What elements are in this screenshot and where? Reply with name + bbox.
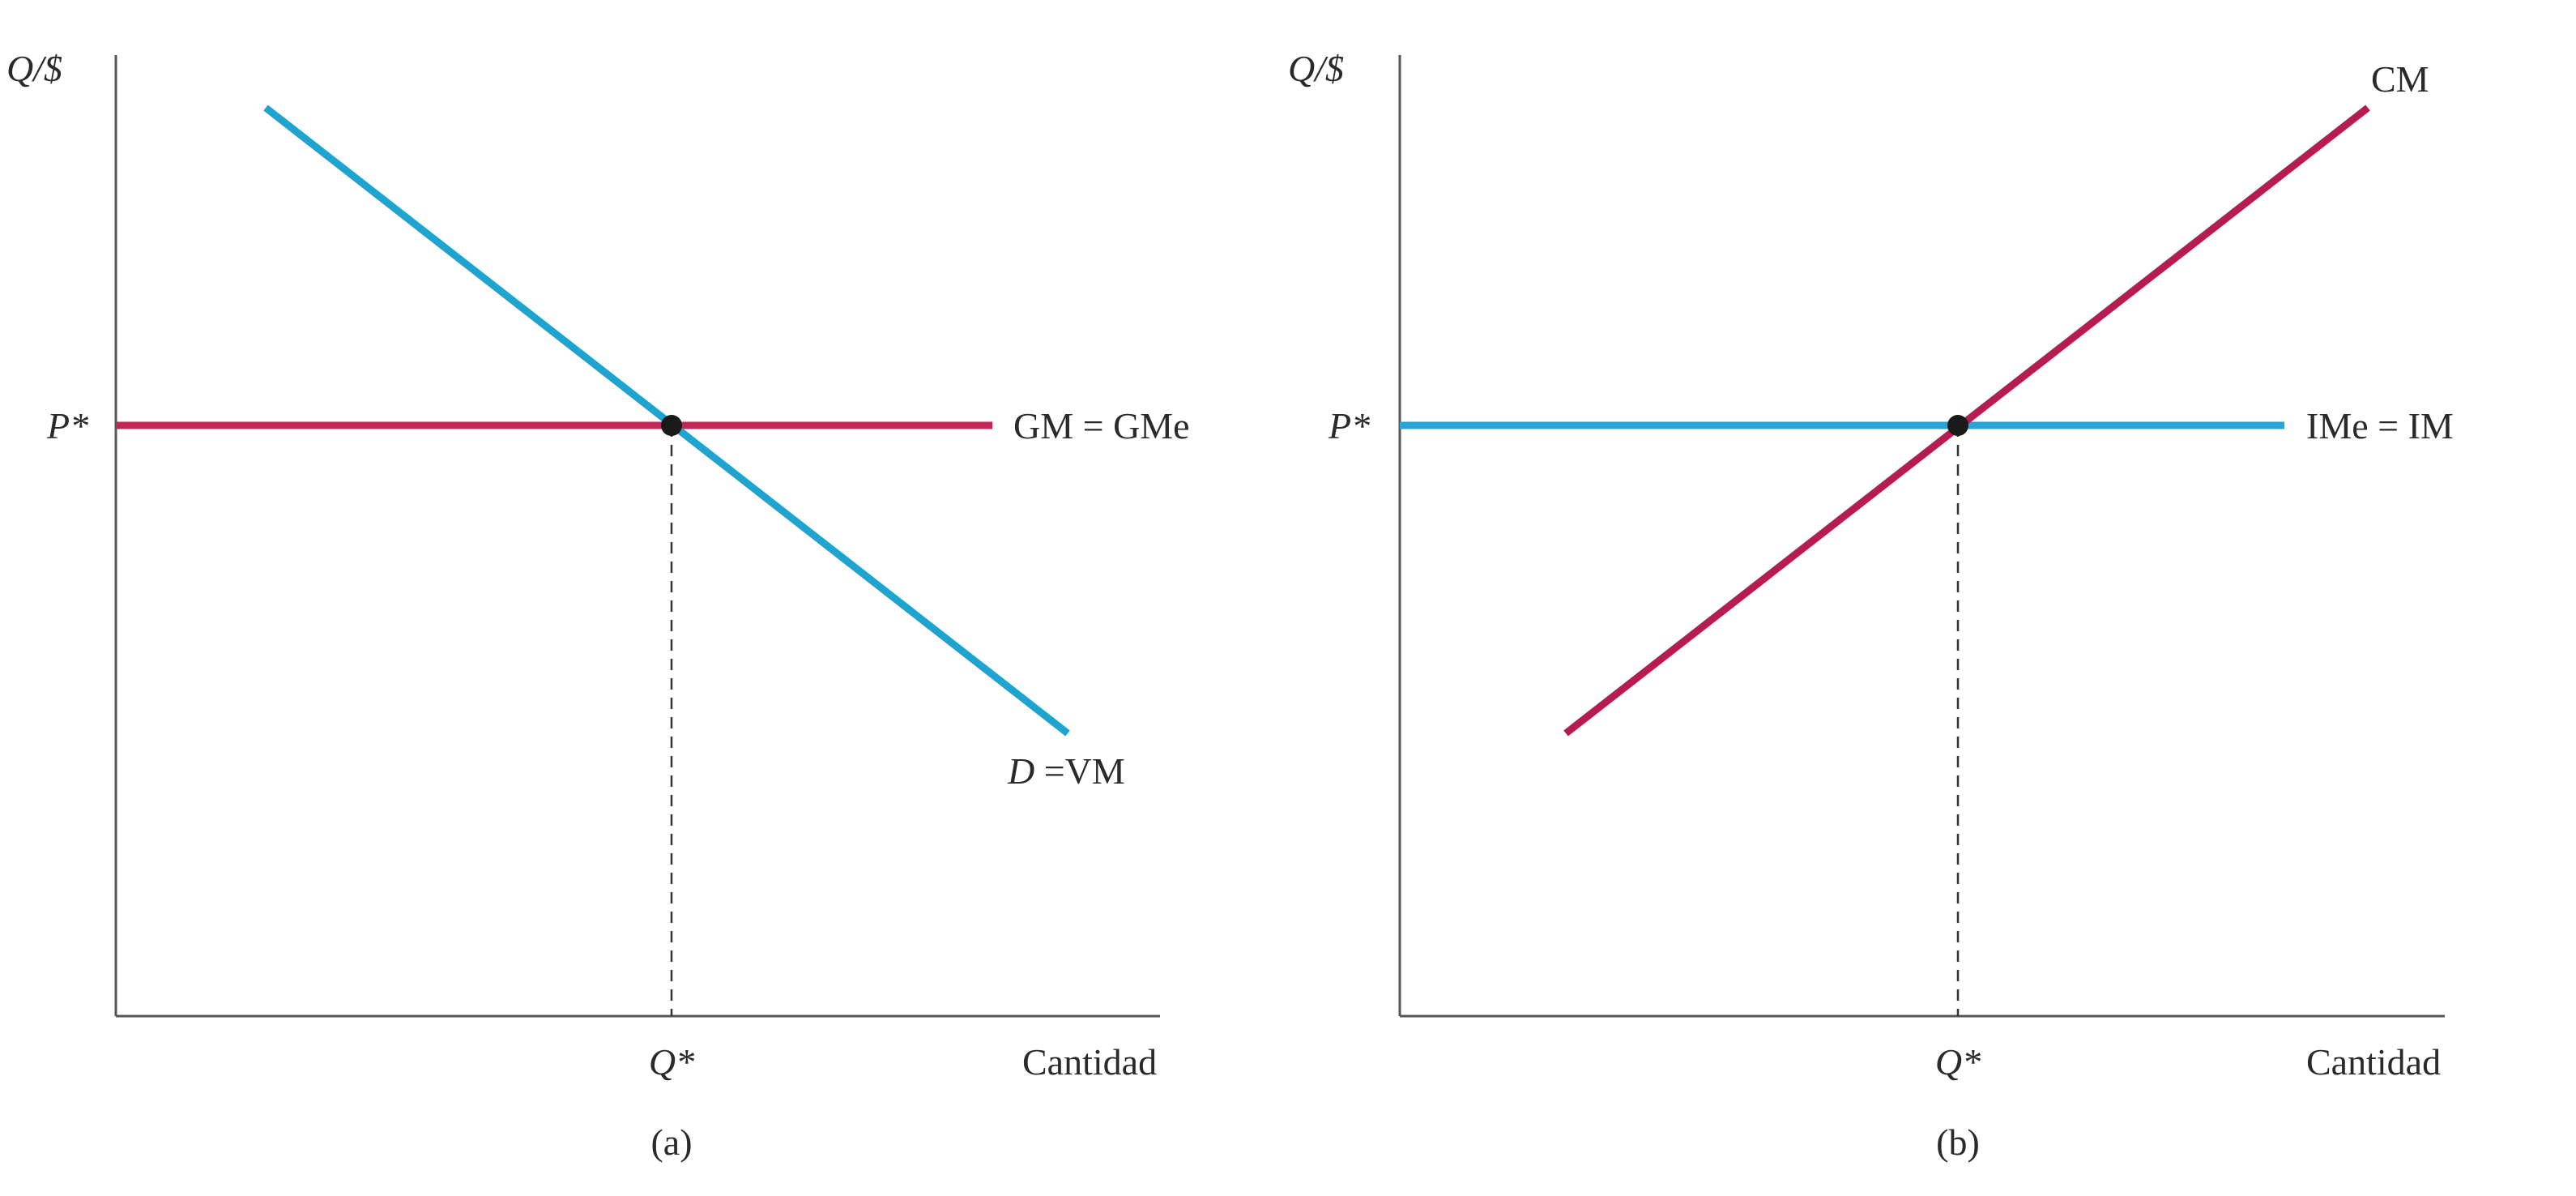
chart-a-x-axis-label: Cantidad [1022,1041,1157,1083]
chart-a-curve-label-d: D [1007,750,1034,792]
chart-b-equilibrium-point [1947,415,1968,436]
chart-a-curve-label: D =VM [1007,750,1125,792]
chart-a-equilibrium-point [661,415,682,436]
chart-a-y-axis-label: Q/$ [6,48,62,89]
chart-a-qstar-label: Q* [649,1041,694,1083]
chart-a-pstar-label: P* [46,405,88,446]
chart-b-pstar-label: P* [1328,405,1370,446]
chart-b-caption: (b) [1936,1121,1980,1163]
chart-a-horizontal-label: GM = GMe [1013,405,1190,446]
chart-b-y-axis-label: Q/$ [1288,48,1344,89]
chart-a: Q/$ P* GM = GMe D =VM Q* Cantidad (a) [6,48,1190,1163]
chart-a-caption: (a) [650,1121,692,1163]
chart-b-curve-label: CM [2371,58,2429,100]
chart-b-qstar-label: Q* [1935,1041,1981,1083]
chart-a-curve-label-vm: =VM [1034,750,1125,792]
chart-b-x-axis-label: Cantidad [2306,1041,2441,1083]
chart-b: Q/$ P* IMe = IM CM Q* Cantidad (b) [1288,48,2454,1163]
chart-b-horizontal-label: IMe = IM [2306,405,2454,446]
